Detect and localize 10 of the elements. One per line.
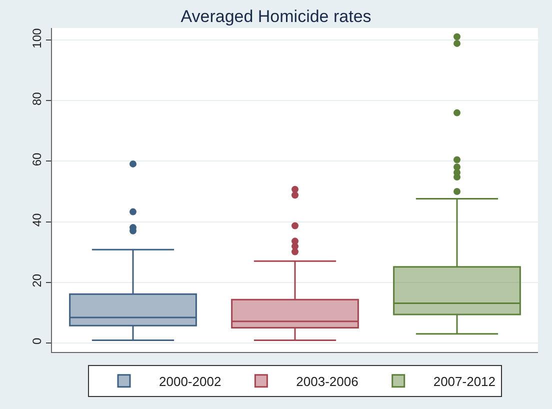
y-tick-label: 0 bbox=[30, 337, 44, 344]
y-tick-label: 60 bbox=[30, 152, 44, 166]
y-tick-label: 40 bbox=[30, 212, 44, 227]
legend-label: 2003-2006 bbox=[296, 374, 358, 389]
y-tick-label: 100 bbox=[30, 28, 44, 48]
legend-label: 2007-2012 bbox=[433, 374, 496, 389]
y-tick-label: 80 bbox=[30, 92, 44, 106]
y-tick-label: 20 bbox=[30, 274, 44, 288]
chart-title: Averaged Homicide rates bbox=[180, 7, 372, 26]
legend-label: 2000-2002 bbox=[159, 374, 222, 389]
